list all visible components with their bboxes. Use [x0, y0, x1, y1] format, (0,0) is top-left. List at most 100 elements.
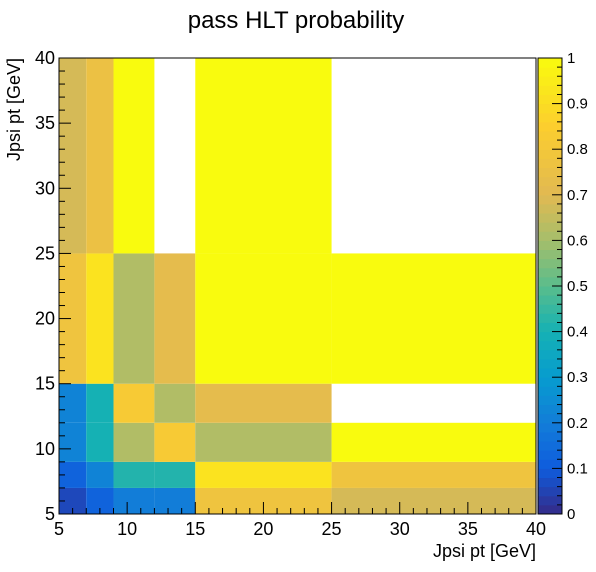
color-bar-segment [538, 112, 562, 123]
color-bar-segment [538, 240, 562, 251]
heatmap-cell [113, 422, 155, 462]
color-bar-segment [538, 276, 562, 287]
color-bar-segment [538, 386, 562, 396]
heatmap-cell [154, 383, 196, 423]
heatmap-cell [331, 461, 536, 488]
y-tick-label: 25 [35, 243, 55, 263]
color-bar-segment [538, 176, 562, 187]
y-tick-label: 20 [35, 309, 55, 329]
x-tick-label: 25 [322, 519, 342, 539]
color-bar-segment [538, 203, 562, 214]
y-tick-label: 5 [45, 504, 55, 524]
color-bar-segment [538, 486, 562, 497]
heatmap-cell [113, 487, 155, 514]
color-bar-segment [538, 431, 562, 442]
heatmap-cell [195, 383, 332, 423]
color-bar-segment [538, 149, 562, 159]
x-axis-ticks: 5 10 15 20 25 30 35 40 [54, 502, 546, 539]
z-tick-label: 0.8 [567, 141, 588, 158]
heatmap-cell [331, 253, 536, 384]
color-bar-segment [538, 468, 562, 479]
heatmap-cell [195, 461, 332, 488]
z-tick-label: 0.1 [567, 460, 588, 477]
x-tick-label: 10 [117, 519, 137, 539]
color-bar-segment [538, 94, 562, 105]
color-bar-segment [538, 213, 562, 223]
color-bar-segment [538, 121, 562, 132]
y-tick-label: 15 [35, 374, 55, 394]
color-bar-segment [538, 222, 562, 232]
color-bar-segment [538, 231, 562, 241]
plot-frame [58, 57, 537, 515]
x-tick-label: 40 [526, 519, 546, 539]
color-bar-segment [538, 295, 562, 305]
color-bar-segment [538, 185, 562, 196]
color-bar-segment [538, 495, 562, 506]
color-bar-segment [538, 368, 562, 378]
color-bar-segment [538, 441, 562, 451]
color-bar-segment [538, 67, 562, 77]
heatmap-cells [59, 58, 536, 514]
heatmap-cell [113, 58, 155, 254]
color-bar-segment [538, 140, 562, 150]
color-bar-segment [538, 413, 562, 424]
color-bar-segment [538, 258, 562, 269]
color-bar-segment [538, 167, 562, 178]
x-tick-label: 35 [458, 519, 478, 539]
heatmap-cell [86, 58, 114, 254]
heatmap-cell [331, 487, 536, 514]
color-bar-segment [538, 404, 562, 415]
color-bar [538, 58, 562, 515]
z-tick-label: 0.9 [567, 96, 588, 113]
heatmap-cell [86, 253, 114, 384]
z-tick-label: 0.6 [567, 232, 588, 249]
color-bar-segment [538, 130, 562, 141]
y-axis-label: Jpsi pt [GeV] [4, 58, 24, 161]
color-bar-segment [538, 58, 562, 68]
y-tick-label: 40 [35, 48, 55, 68]
heatmap-cell [154, 487, 196, 514]
color-bar-segment [538, 76, 562, 86]
color-bar-segment [538, 349, 562, 360]
color-bar-segment [538, 103, 562, 114]
heatmap-cell [59, 58, 87, 254]
heatmap-cell [86, 422, 114, 462]
heatmap-cell [113, 253, 155, 384]
heatmap-cell [195, 253, 332, 384]
heatmap-cell [59, 383, 87, 423]
color-bar-segment [538, 331, 562, 342]
heatmap-cell [195, 422, 332, 462]
heatmap-cell [59, 422, 87, 462]
heatmap-cell [154, 422, 196, 462]
color-bar-segment [538, 286, 562, 296]
color-bar-segment [538, 304, 562, 314]
y-tick-label: 10 [35, 439, 55, 459]
heatmap-cell [113, 383, 155, 423]
chart-title: pass HLT probability [188, 7, 405, 34]
heatmap-cell [86, 383, 114, 423]
z-tick-label: 0.3 [567, 369, 588, 386]
heatmap-cell [154, 461, 196, 488]
z-tick-label: 0.7 [567, 187, 588, 204]
y-tick-label: 30 [35, 178, 55, 198]
color-bar-segment [538, 450, 562, 460]
z-tick-label: 0.4 [567, 324, 588, 341]
color-bar-segment [538, 313, 562, 323]
color-bar-segment [538, 477, 562, 488]
color-bar-segment [538, 459, 562, 469]
color-bar-segment [538, 340, 562, 351]
y-axis-ticks: 5 10 15 20 25 30 35 40 [35, 48, 71, 524]
heatmap-cell [195, 58, 332, 254]
heatmap-cell [86, 461, 114, 488]
color-bar-segment [538, 377, 562, 387]
z-tick-label: 0.2 [567, 415, 588, 432]
color-bar-segment [538, 322, 562, 333]
heatmap-cell [113, 461, 155, 488]
heatmap-cell [331, 422, 536, 462]
color-bar-segment [538, 158, 562, 168]
color-bar-segment [538, 249, 562, 260]
color-bar-segment [538, 85, 562, 95]
x-tick-label: 20 [253, 519, 273, 539]
z-tick-label: 1 [567, 50, 575, 67]
